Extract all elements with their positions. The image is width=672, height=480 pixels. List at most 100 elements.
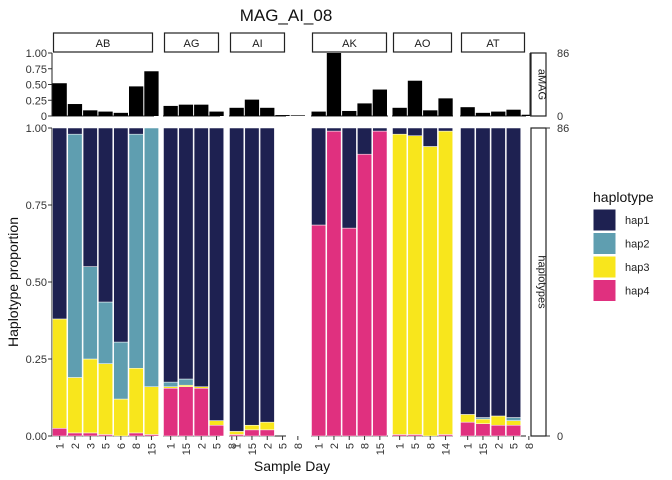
amag-bar (52, 83, 67, 116)
x-tick-label: 6 (116, 443, 128, 449)
x-tick-label: 14 (441, 443, 453, 455)
chart-title: MAG_AI_08 (240, 6, 333, 25)
amag-bar (521, 114, 536, 116)
amag-bar (83, 110, 98, 116)
bar-segment-hap1 (244, 127, 260, 426)
bar-segment-hap1 (128, 127, 144, 135)
bar-segment-hap4 (460, 421, 476, 437)
bar-segment-hap1 (460, 127, 476, 415)
facet-label: AB (96, 38, 111, 50)
facet-label: AG (184, 38, 200, 50)
bar-segment-hap1 (193, 127, 209, 387)
bar-segment-hap2 (128, 133, 144, 369)
x-tick-label: 2 (196, 443, 208, 449)
amag-bar (194, 104, 209, 116)
bar-segment-hap4 (311, 224, 327, 437)
amag-bar (98, 111, 113, 116)
bar-segment-hap3 (460, 414, 476, 423)
right-tick-label: 0 (557, 111, 563, 123)
facet-strip-ai (229, 32, 286, 53)
bar-segment-hap2 (67, 133, 83, 378)
bar-segment-hap3 (438, 130, 453, 435)
amag-bar (438, 98, 453, 116)
legend-item-label: hap4 (625, 286, 649, 298)
amag-bar (260, 107, 275, 116)
bar-segment-hap1 (357, 127, 372, 155)
bar-segment-hap3 (475, 418, 491, 424)
bar-segment-hap1 (341, 127, 357, 229)
facet-strip-at (460, 32, 526, 53)
facet-label: AO (415, 38, 431, 50)
bar-segment-hap4 (52, 428, 68, 437)
bar-segment-hap1 (98, 127, 113, 303)
bar-segment-hap4 (372, 130, 388, 437)
x-tick-label: 5 (410, 443, 422, 449)
bar-segment-hap1 (113, 127, 129, 343)
x-tick-label: 5 (278, 443, 290, 449)
bar-segment-hap1 (407, 127, 423, 136)
amag-bar (163, 105, 178, 116)
bar-segment-hap4 (163, 388, 179, 437)
amag-bar (506, 109, 521, 116)
x-tick-label: 3 (85, 443, 97, 449)
bar-segment-hap2 (82, 266, 98, 360)
x-tick-label: 15 (478, 443, 490, 455)
bar-segment-hap1 (163, 127, 179, 383)
bar-segment-hap4 (475, 423, 491, 437)
amag-bar (372, 89, 387, 116)
facet-strip-ab (52, 32, 154, 53)
bar-segment-hap1 (67, 127, 83, 135)
x-tick-label: 15 (247, 443, 259, 455)
bar-segment-hap2 (178, 378, 194, 386)
amag-bar (491, 111, 506, 116)
x-tick-label: 8 (425, 443, 437, 449)
facet-label: AT (486, 38, 500, 50)
x-tick-label: 1 (166, 443, 178, 449)
x-axis-label: Sample Day (254, 458, 330, 474)
amag-bar (423, 110, 438, 116)
x-tick-label: 15 (181, 443, 193, 455)
bar-segment-hap1 (311, 127, 327, 226)
bar-segment-hap1 (506, 127, 521, 418)
amag-bar (311, 111, 326, 116)
facet-label: AK (342, 38, 357, 50)
amag-bar (67, 104, 83, 116)
bar-segment-hap1 (475, 127, 491, 418)
amag-bar (229, 107, 244, 116)
bar-segment-hap2 (506, 417, 521, 421)
bar-segment-hap4 (341, 227, 357, 437)
x-tick-label: 1 (232, 443, 244, 449)
amag-bar (275, 115, 290, 116)
legend-title: haplotype (593, 189, 654, 205)
x-tick-label: 8 (524, 443, 536, 449)
x-tick-label: 2 (493, 443, 505, 449)
facet-strip-ag (163, 32, 220, 53)
amag-bar (113, 112, 128, 116)
amag-bar (244, 99, 260, 116)
bar-segment-hap3 (229, 431, 245, 435)
bar-segment-hap4 (259, 429, 275, 437)
bar-segment-hap3 (422, 146, 438, 437)
x-tick-label: 2 (329, 443, 341, 449)
legend-item-label: hap1 (625, 215, 649, 227)
bar-segment-hap3 (259, 421, 275, 431)
y-tick-label: 0.25 (26, 354, 47, 366)
x-tick-label: 2 (262, 443, 274, 449)
y-axis-label: Haplotype proportion (5, 217, 21, 347)
amag-bar (290, 115, 305, 116)
bar-segment-hap2 (144, 127, 159, 387)
bar-segment-hap1 (82, 127, 98, 267)
bar-segment-hap4 (506, 424, 521, 437)
x-tick-label: 1 (395, 443, 407, 449)
amag-bar (407, 80, 423, 116)
amag-strip-label: aMAG (536, 69, 548, 100)
amag-bar (326, 53, 342, 116)
right-tick-label: 0 (557, 431, 563, 443)
bar-segment-hap3 (144, 386, 159, 435)
amag-strip (530, 52, 547, 117)
right-tick-label: 86 (557, 48, 569, 60)
x-tick-label: 2 (70, 443, 82, 449)
top-y-tick-label: 0 (41, 111, 47, 123)
x-tick-label: 5 (212, 443, 224, 449)
bar-segment-hap4 (178, 386, 194, 437)
